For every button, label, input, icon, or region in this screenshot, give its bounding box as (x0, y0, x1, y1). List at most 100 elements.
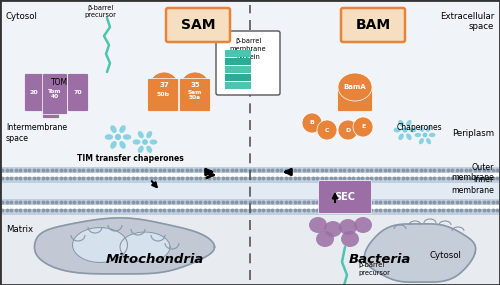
Ellipse shape (429, 133, 436, 137)
Ellipse shape (132, 139, 140, 144)
Text: BAM: BAM (356, 18, 390, 32)
Bar (225, 58, 251, 65)
FancyBboxPatch shape (216, 31, 280, 95)
Text: SEC: SEC (334, 192, 355, 202)
Text: E: E (361, 125, 365, 129)
Ellipse shape (324, 221, 342, 237)
Ellipse shape (181, 72, 209, 98)
Ellipse shape (398, 120, 404, 127)
Ellipse shape (406, 133, 411, 140)
Ellipse shape (138, 131, 144, 138)
Text: C: C (325, 127, 329, 133)
FancyBboxPatch shape (42, 74, 68, 115)
Ellipse shape (123, 134, 132, 140)
Ellipse shape (354, 217, 372, 233)
Text: β-barrel
membrane
protein: β-barrel membrane protein (230, 38, 266, 60)
Ellipse shape (146, 146, 152, 153)
Text: TOM: TOM (52, 78, 68, 87)
Circle shape (338, 120, 358, 140)
Polygon shape (364, 224, 476, 282)
Ellipse shape (110, 125, 116, 133)
Circle shape (402, 127, 407, 133)
Bar (0, 199, 500, 205)
Text: Chaperones: Chaperones (397, 123, 442, 131)
Bar (250, 0, 500, 167)
FancyBboxPatch shape (42, 107, 59, 119)
FancyBboxPatch shape (166, 8, 230, 42)
Bar (0, 215, 250, 285)
Text: Sam
50a: Sam 50a (188, 89, 202, 100)
Ellipse shape (398, 133, 404, 140)
Ellipse shape (110, 141, 116, 149)
Ellipse shape (394, 128, 401, 133)
Text: B: B (310, 121, 314, 125)
Text: Mitochondria: Mitochondria (106, 253, 204, 266)
Text: Extracellular
space: Extracellular space (440, 12, 494, 31)
Bar (0, 183, 250, 199)
Ellipse shape (406, 120, 411, 127)
Bar (225, 66, 251, 73)
Text: 37: 37 (159, 82, 169, 88)
Text: Cytosol: Cytosol (6, 12, 38, 21)
Circle shape (115, 134, 121, 140)
FancyBboxPatch shape (24, 74, 44, 111)
Ellipse shape (138, 146, 144, 153)
Text: Intermembrane
space: Intermembrane space (6, 123, 67, 143)
Ellipse shape (414, 133, 421, 137)
Ellipse shape (120, 141, 126, 149)
Text: 50b: 50b (156, 93, 170, 97)
Ellipse shape (419, 126, 424, 132)
Bar (250, 215, 500, 285)
Circle shape (422, 133, 428, 137)
Bar (0, 177, 500, 183)
Ellipse shape (150, 139, 158, 144)
Ellipse shape (104, 134, 113, 140)
Bar (225, 82, 251, 89)
Bar (225, 50, 251, 57)
Bar (0, 167, 500, 173)
Text: BamA: BamA (344, 84, 366, 90)
Text: 20: 20 (30, 90, 38, 95)
Ellipse shape (339, 219, 357, 235)
Ellipse shape (426, 138, 431, 144)
Text: Bacteria: Bacteria (349, 253, 411, 266)
Ellipse shape (341, 231, 359, 247)
Circle shape (353, 117, 373, 137)
FancyBboxPatch shape (338, 84, 372, 111)
Circle shape (142, 139, 148, 145)
Text: SAM: SAM (181, 18, 215, 32)
Ellipse shape (146, 131, 152, 138)
Text: Outer
membrane: Outer membrane (451, 163, 494, 182)
Text: β-barrel
precursor: β-barrel precursor (358, 262, 390, 276)
Ellipse shape (338, 73, 372, 101)
Text: Matrix: Matrix (6, 225, 33, 235)
Polygon shape (72, 227, 128, 262)
Bar (250, 183, 500, 199)
Ellipse shape (309, 217, 327, 233)
Bar (0, 209, 500, 215)
Text: β-barrel
precursor: β-barrel precursor (84, 5, 116, 19)
FancyBboxPatch shape (68, 74, 88, 111)
Text: D: D (346, 127, 350, 133)
FancyBboxPatch shape (148, 78, 178, 111)
Polygon shape (120, 232, 170, 262)
Bar (0, 0, 250, 167)
FancyBboxPatch shape (318, 180, 372, 213)
Ellipse shape (426, 126, 431, 132)
Text: TIM transfer chaperones: TIM transfer chaperones (76, 154, 184, 163)
Polygon shape (34, 218, 214, 274)
Bar (225, 74, 251, 81)
Text: Cytosol: Cytosol (430, 251, 462, 260)
Ellipse shape (150, 72, 178, 98)
Ellipse shape (409, 128, 416, 133)
Text: Tom
40: Tom 40 (48, 89, 62, 99)
Ellipse shape (316, 231, 334, 247)
Text: Periplasm: Periplasm (452, 129, 494, 137)
Ellipse shape (419, 138, 424, 144)
Text: 35: 35 (190, 82, 200, 88)
Text: 70: 70 (74, 90, 82, 95)
Circle shape (317, 120, 337, 140)
FancyBboxPatch shape (180, 78, 210, 111)
FancyBboxPatch shape (341, 8, 405, 42)
Text: Inner
membrane: Inner membrane (451, 175, 494, 195)
